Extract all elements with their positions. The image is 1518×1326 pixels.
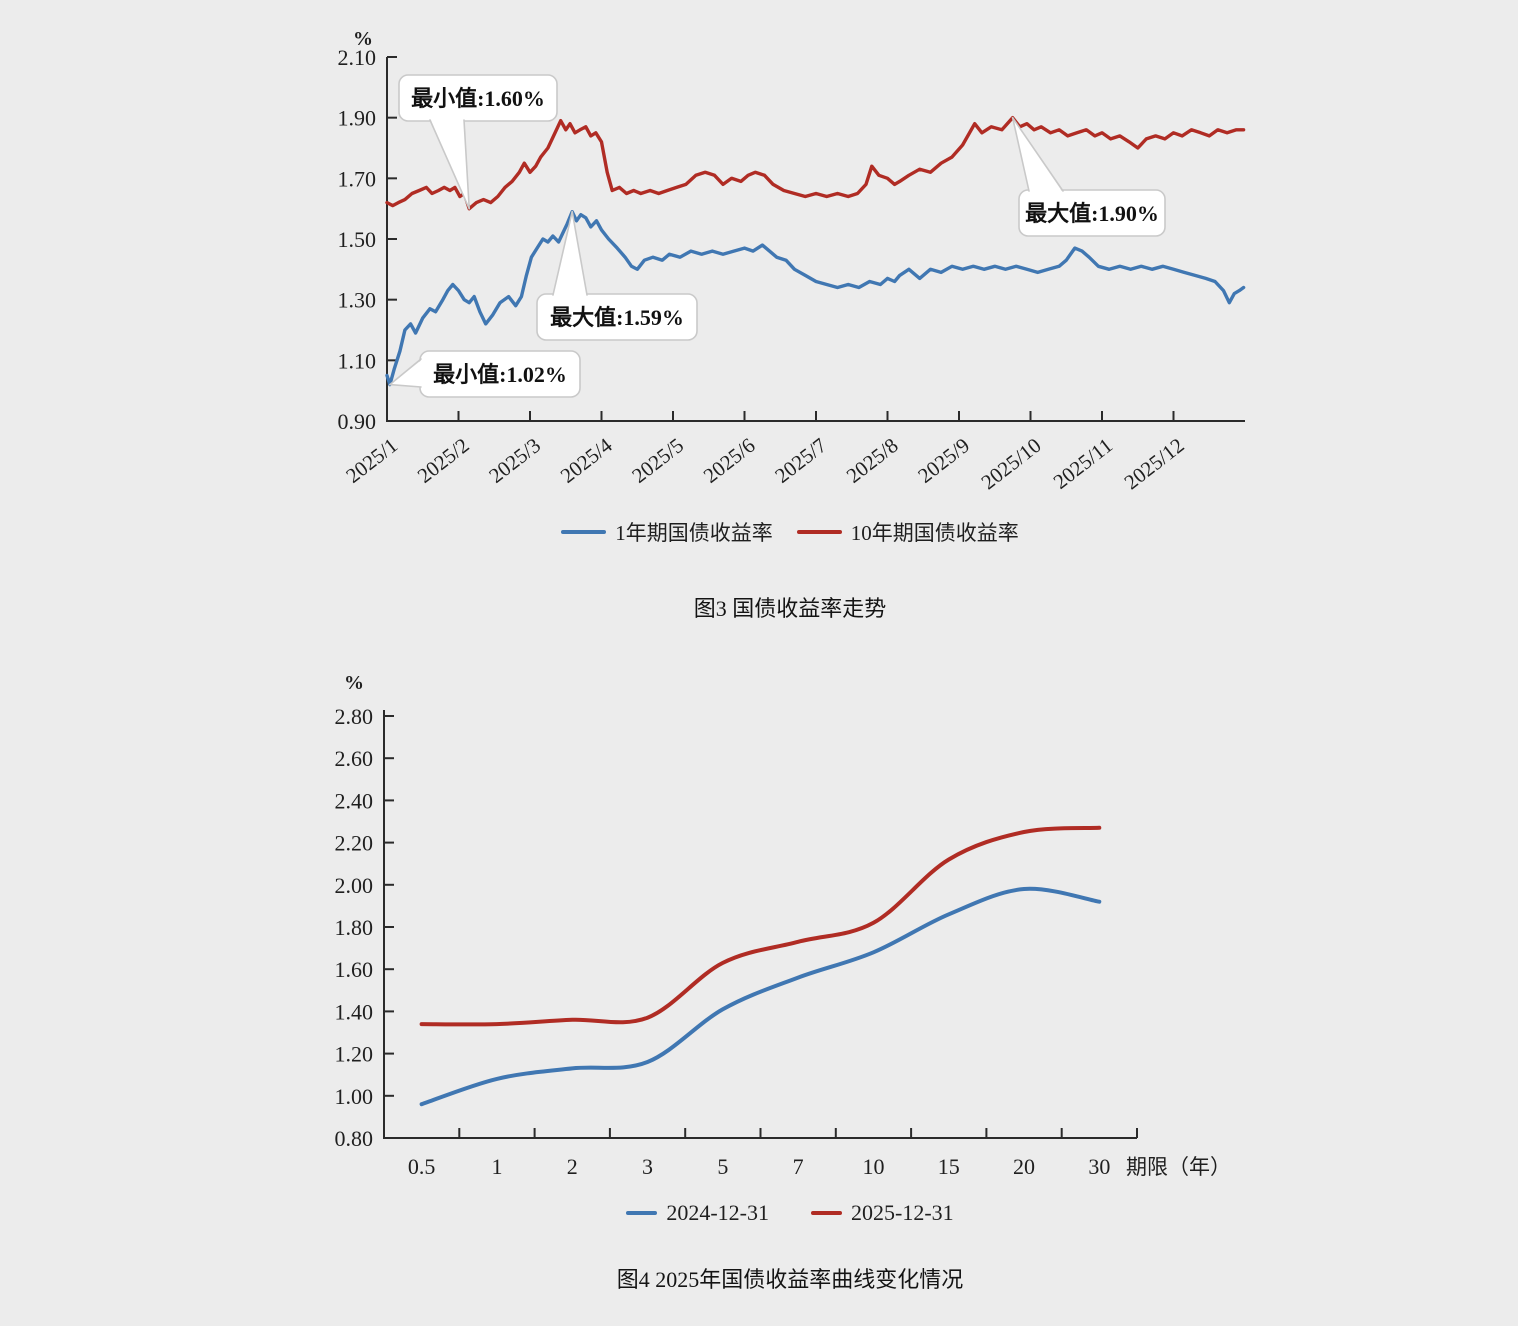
figure4-legend-line-2024-icon — [626, 1211, 658, 1215]
figure3-x-tick-label: 2025/6 — [699, 433, 760, 488]
figure3-x-tick-label: 2025/9 — [913, 433, 974, 488]
figure3-y-tick-label: 1.10 — [338, 348, 377, 373]
figure4-x-tick-label: 2 — [567, 1154, 578, 1179]
figure3-series-1y — [385, 209, 1246, 387]
figure4-y-tick-label: 1.20 — [335, 1042, 374, 1067]
annotation-pointer — [389, 359, 423, 387]
figure3-y-tick-label: 1.90 — [338, 106, 377, 131]
figure3-legend-label-10y: 10年期国债收益率 — [850, 521, 1019, 545]
annotation-text: 最大值:1.90% — [1025, 201, 1159, 226]
annotation-pointer — [553, 211, 587, 297]
figure4-x-axis-label: 期限（年） — [1126, 1155, 1231, 1179]
figure4-legend-item-2024: 2024-12-31 — [626, 1200, 769, 1226]
figure3-y-tick-label: 1.70 — [338, 166, 377, 191]
figure3-x-tick-label: 2025/1 — [341, 433, 402, 488]
figure4-x-tick-label: 15 — [938, 1154, 960, 1179]
figure4-legend: 2024-12-31 2025-12-31 — [0, 1200, 1518, 1226]
annotation-text: 最小值:1.02% — [433, 362, 567, 387]
figure3-y-tick-label: 2.10 — [338, 45, 377, 70]
annotation-box — [536, 293, 698, 341]
figure4-y-tick-label: 1.00 — [335, 1084, 374, 1109]
figure4-y-tick-label: 2.20 — [335, 831, 374, 856]
figure4-legend-line-2025-icon — [811, 1211, 842, 1215]
figure3-legend-item-1y: 1年期国债收益率 — [561, 517, 773, 547]
figure4-series-2024 — [419, 886, 1102, 1107]
figure4-legend-label-2025: 2025-12-31 — [851, 1200, 954, 1225]
figure4-legend-label-2024: 2024-12-31 — [666, 1200, 769, 1225]
figure3-x-tick-label: 2025/3 — [484, 433, 545, 488]
figure4-x-tick-label: 30 — [1088, 1154, 1110, 1179]
figure4-y-tick-label: 1.60 — [335, 957, 374, 982]
figure4-x-tick-label: 1 — [491, 1154, 502, 1179]
figure4-x-tick-label: 10 — [862, 1154, 884, 1179]
annotation-pointer-edge — [389, 383, 422, 388]
figure4-axes — [383, 710, 1137, 1139]
figure4-series-2025 — [419, 825, 1102, 1027]
figure4-x-tick-label: 0.5 — [408, 1154, 436, 1179]
figure3-x-tick-label: 2025/7 — [770, 433, 831, 488]
annotation-text: 最大值:1.59% — [550, 305, 684, 330]
figure4-x-tick-label: 20 — [1013, 1154, 1035, 1179]
figure3-x-tick-label: 2025/8 — [842, 433, 903, 488]
figure3-caption: 图3 国债收益率走势 — [693, 596, 887, 621]
annotation-pointer-edge — [1011, 116, 1030, 192]
figure3-series-10y — [385, 115, 1246, 211]
figure4-y-tick-label: 0.80 — [335, 1126, 374, 1151]
figure3-x-tick-label: 2025/4 — [556, 433, 617, 488]
annotation-pointer-edge — [463, 119, 471, 210]
figure3-legend-item-10y: 10年期国债收益率 — [796, 517, 1019, 547]
figure3-x-tick-label: 2025/5 — [627, 433, 688, 488]
figure4-y-unit-label: % — [344, 672, 364, 694]
figure4-x-tick-label: 3 — [642, 1154, 653, 1179]
annotation-text: 最小值:1.60% — [411, 86, 545, 111]
figure4-caption: 图4 2025年国债收益率曲线变化情况 — [616, 1267, 964, 1292]
figure4-y-tick-label: 2.60 — [335, 746, 374, 771]
figure4-y-tick-label: 1.40 — [335, 999, 374, 1024]
figure3-x-tick-label: 2025/12 — [1120, 433, 1189, 494]
figure3-x-tick-label: 2025/2 — [413, 433, 474, 488]
figure3-x-tick-label: 2025/11 — [1049, 433, 1117, 494]
annotation-box — [1018, 189, 1166, 237]
annotation-pointer-edge — [1011, 116, 1064, 192]
figure4-legend-item-2025: 2025-12-31 — [811, 1200, 954, 1226]
figure4-y-tick-label: 2.00 — [335, 873, 374, 898]
figure4-y-tick-label: 2.80 — [335, 704, 374, 729]
annotation-pointer-edge — [429, 119, 471, 210]
figure4-x-tick-label: 5 — [717, 1154, 728, 1179]
annotation-pointer-edge — [571, 210, 588, 296]
figure4-x-tick-label: 7 — [793, 1154, 804, 1179]
figure3-y-unit-label: % — [353, 28, 373, 50]
figure3-y-tick-label: 0.90 — [338, 409, 377, 434]
figure3-legend-line-10y-icon — [796, 530, 842, 534]
figure3-legend: 1年期国债收益率 10年期国债收益率 — [0, 517, 1518, 547]
figure4-y-tick-label: 2.40 — [335, 788, 374, 813]
annotation-pointer-edge — [552, 210, 573, 296]
figure3-y-tick-label: 1.50 — [338, 227, 377, 252]
figure3-y-tick-label: 1.30 — [338, 288, 377, 313]
figure3-legend-label-1y: 1年期国债收益率 — [615, 521, 773, 545]
figure3-legend-line-1y-icon — [561, 530, 607, 534]
figure3-x-tick-label: 2025/10 — [977, 433, 1046, 494]
figure4-y-tick-label: 1.80 — [335, 915, 374, 940]
annotation-box — [398, 74, 558, 122]
annotation-pointer-edge — [389, 358, 422, 386]
